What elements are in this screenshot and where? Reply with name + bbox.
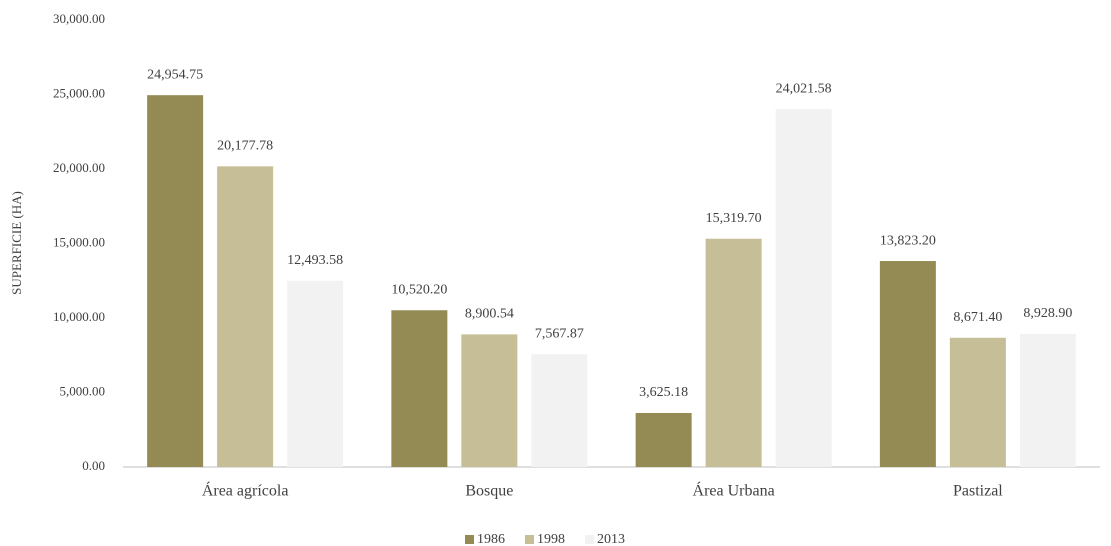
bar [1019,333,1076,467]
legend-label: 1998 [537,532,565,546]
value-label: 3,625.18 [639,385,688,400]
bar [391,310,448,467]
bar [217,166,274,467]
legend-swatch [585,535,594,544]
value-label: 8,900.54 [465,307,514,322]
y-tick-label: 20,000.00 [53,160,105,175]
legend-label: 1986 [477,532,505,546]
y-tick-label: 5,000.00 [60,383,106,398]
x-tick-label: Área agrícola [202,481,289,500]
bar [775,109,832,467]
value-label: 10,520.20 [391,282,447,297]
value-label: 8,928.90 [1023,306,1072,321]
bar [287,280,344,467]
bar [461,334,518,467]
value-label: 24,954.75 [147,67,203,82]
x-tick-label: Área Urbana [693,481,775,500]
legend-swatch [465,535,474,544]
value-label: 13,823.20 [880,233,936,248]
bar [705,238,762,467]
bar [879,261,936,467]
x-tick-label: Pastizal [953,483,1003,500]
value-label: 20,177.78 [217,139,273,154]
bar [147,95,204,467]
y-axis-title: SUPERFICIE (HA) [9,191,24,295]
value-label: 12,493.58 [287,253,343,268]
value-label: 15,319.70 [706,211,762,226]
bar [949,337,1006,467]
legend-swatch [525,535,534,544]
y-tick-label: 15,000.00 [53,234,105,249]
legend-label: 2013 [597,532,625,546]
bar [531,354,588,467]
y-tick-label: 30,000.00 [53,11,105,26]
y-tick-label: 0.00 [82,458,105,473]
y-tick-label: 25,000.00 [53,85,105,100]
x-tick-label: Bosque [465,483,513,500]
value-label: 7,567.87 [535,326,584,341]
value-label: 8,671.40 [953,310,1002,325]
y-tick-label: 10,000.00 [53,309,105,324]
value-label: 24,021.58 [776,81,832,96]
bar [635,412,692,467]
